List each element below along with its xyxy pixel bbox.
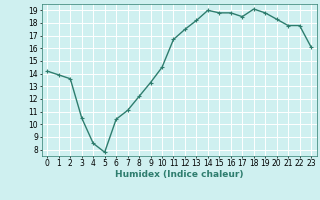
X-axis label: Humidex (Indice chaleur): Humidex (Indice chaleur) <box>115 170 244 179</box>
